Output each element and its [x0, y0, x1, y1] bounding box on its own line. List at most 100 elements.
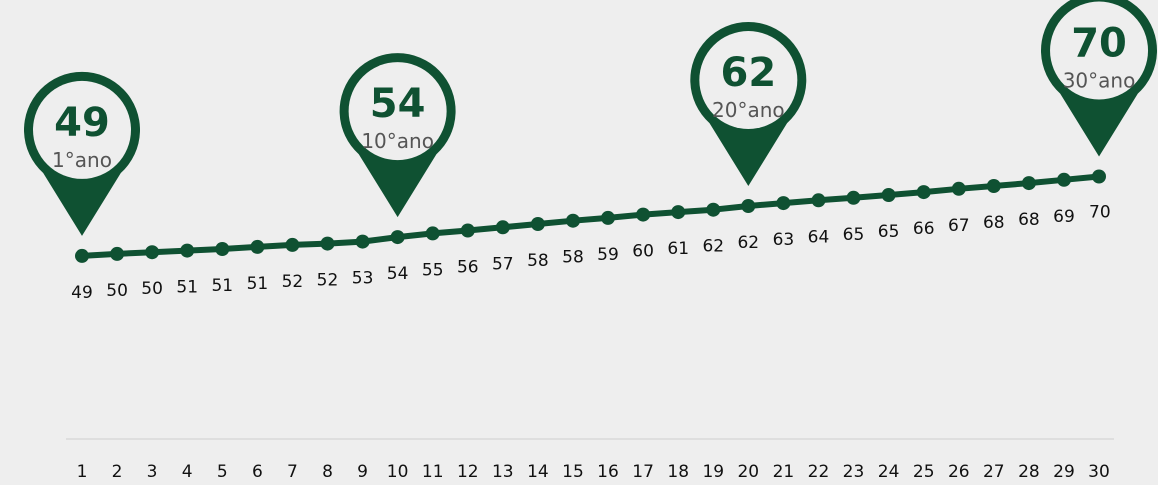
x-tick-label-25: 25: [913, 462, 935, 482]
data-point-10: [390, 230, 405, 245]
data-label-20: 62: [737, 233, 759, 253]
pin-value: 49: [54, 100, 110, 146]
data-point-27: [986, 179, 1001, 193]
data-labels-group: 49 50 50 51 51 51 52 52 53 54 55 56 57 58 58 59 60 61 62 62…: [71, 203, 1110, 303]
pin-value: 62: [720, 50, 776, 96]
x-tick-label-15: 15: [562, 462, 584, 482]
x-tick-label-16: 16: [597, 462, 619, 482]
data-label-9: 53: [352, 269, 374, 289]
data-label-19: 62: [702, 237, 724, 257]
data-label-3: 50: [141, 279, 163, 299]
data-label-1: 49: [71, 283, 93, 303]
data-point-18: [671, 205, 686, 220]
data-label-6: 51: [247, 274, 269, 294]
data-label-21: 63: [773, 230, 795, 250]
data-label-13: 57: [492, 254, 514, 274]
pin-caption: 1°ano: [52, 148, 112, 172]
data-label-27: 68: [983, 213, 1005, 233]
data-point-20: [741, 199, 756, 213]
x-tick-label-10: 10: [387, 462, 409, 482]
data-point-8: [320, 236, 335, 251]
data-point-24: [881, 188, 896, 202]
x-tick-label-5: 5: [217, 462, 228, 482]
x-tick-label-6: 6: [252, 462, 263, 482]
data-label-10: 54: [387, 264, 409, 284]
data-label-8: 52: [317, 271, 339, 291]
data-label-23: 65: [843, 225, 865, 245]
x-tick-label-14: 14: [527, 462, 549, 482]
pin-value: 70: [1071, 21, 1127, 67]
x-tick-label-2: 2: [112, 462, 123, 482]
data-point-9: [355, 234, 370, 249]
x-tick-label-7: 7: [287, 462, 298, 482]
x-tick-label-3: 3: [147, 462, 158, 482]
x-tick-label-13: 13: [492, 462, 514, 482]
x-tick-label-18: 18: [667, 462, 689, 482]
data-label-7: 52: [282, 272, 304, 292]
pin-caption: 20°ano: [712, 98, 785, 122]
x-tick-label-29: 29: [1053, 462, 1075, 482]
data-label-24: 65: [878, 222, 900, 242]
series-line: [79, 173, 1102, 259]
data-label-22: 64: [808, 227, 830, 247]
x-tick-label-11: 11: [422, 462, 444, 482]
data-point-30: [1092, 169, 1106, 184]
pin-value: 54: [370, 81, 426, 127]
data-label-26: 67: [948, 216, 970, 236]
x-tick-label-23: 23: [843, 462, 865, 482]
data-point-2: [110, 246, 125, 261]
x-tick-label-26: 26: [948, 462, 970, 482]
data-point-12: [460, 223, 475, 238]
data-point-13: [495, 220, 510, 235]
x-tick-labels-group: 1 2 3 4 5 6 7 8 9 10 11 12 13 14 15 16 17 18 19 20 21 22 23 24 2…: [77, 462, 1110, 482]
series-line-group: [79, 173, 1102, 259]
data-point-1: [75, 248, 89, 263]
data-point-29: [1057, 172, 1071, 187]
data-point-15: [566, 213, 580, 228]
x-tick-label-28: 28: [1018, 462, 1040, 482]
data-label-18: 61: [667, 239, 689, 259]
data-label-29: 69: [1053, 207, 1075, 227]
data-label-2: 50: [106, 281, 128, 301]
data-point-6: [250, 239, 265, 254]
pin-caption: 10°ano: [361, 129, 434, 153]
pin-caption: 30°ano: [1063, 69, 1136, 93]
data-point-26: [951, 181, 966, 196]
data-point-16: [601, 210, 615, 225]
data-point-3: [145, 245, 160, 260]
x-tick-label-27: 27: [983, 462, 1005, 482]
data-point-5: [215, 242, 230, 256]
data-point-11: [425, 226, 440, 241]
data-point-14: [530, 217, 545, 231]
x-tick-label-30: 30: [1088, 462, 1110, 482]
data-label-25: 66: [913, 219, 935, 239]
x-tick-label-1: 1: [77, 462, 88, 482]
data-label-5: 51: [211, 276, 233, 296]
data-point-25: [916, 185, 931, 200]
data-point-23: [846, 190, 861, 205]
data-label-28: 68: [1018, 210, 1040, 230]
data-point-7: [285, 237, 300, 252]
data-point-21: [776, 196, 791, 211]
data-label-15: 58: [562, 248, 584, 268]
x-tick-label-24: 24: [878, 462, 900, 482]
data-point-19: [706, 202, 721, 217]
data-point-28: [1021, 176, 1036, 191]
x-tick-label-20: 20: [737, 462, 759, 482]
pin-inner-circle: [33, 80, 131, 179]
x-tick-label-22: 22: [808, 462, 830, 482]
x-tick-label-9: 9: [357, 462, 368, 482]
pin-inner-circle: [1050, 1, 1149, 100]
data-label-11: 55: [422, 260, 444, 280]
x-tick-label-12: 12: [457, 462, 479, 482]
data-label-12: 56: [457, 258, 479, 278]
data-label-4: 51: [176, 278, 198, 298]
x-tick-label-21: 21: [773, 462, 795, 482]
data-point-17: [636, 207, 651, 222]
x-tick-label-4: 4: [182, 462, 193, 482]
